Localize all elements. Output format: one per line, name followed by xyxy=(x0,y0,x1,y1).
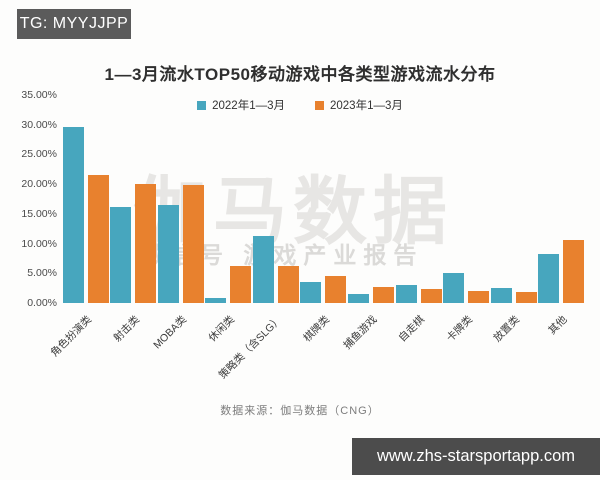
bar-2022年1—3月-卡牌类 xyxy=(443,272,465,303)
x-axis-label-11: 其他 xyxy=(546,313,570,337)
bar-2023年1—3月-放置类 xyxy=(515,291,537,303)
bar-group-3 xyxy=(157,95,205,303)
x-axis-label-6: 棋牌类 xyxy=(301,313,333,345)
bar-2022年1—3月-放置类 xyxy=(490,288,512,303)
bar-2023年1—3月-MOBA类 xyxy=(182,184,204,303)
bar-2023年1—3月-自走棋 xyxy=(420,288,442,303)
bar-2023年1—3月-策略类（含SLG） xyxy=(277,265,299,303)
bar-2022年1—3月-棋牌类 xyxy=(300,282,322,303)
x-axis-label-1: 角色扮演类 xyxy=(48,313,95,360)
website-badge: www.zhs-starsportapp.com xyxy=(352,438,600,475)
bar-group-7 xyxy=(347,95,395,303)
bar-group-10 xyxy=(490,95,538,303)
y-tick-label: 15.00% xyxy=(21,207,57,220)
chart-legend: 2022年1—3月 2023年1—3月 xyxy=(0,97,600,113)
bar-group-2 xyxy=(110,95,158,303)
y-tick-label: 35.00% xyxy=(21,89,57,101)
bar-2022年1—3月-自走棋 xyxy=(395,285,417,303)
x-axis-label-2: 射击类 xyxy=(111,313,142,345)
legend-label-2023: 2023年1—3月 xyxy=(330,100,403,112)
bar-2023年1—3月-休闲类 xyxy=(230,265,252,303)
x-axis-label-8: 自走棋 xyxy=(396,313,428,345)
data-source-note: 数据来源：伽马数据（CNG） xyxy=(220,405,380,417)
x-axis-label-10: 放置类 xyxy=(491,313,523,345)
bar-2022年1—3月-休闲类 xyxy=(205,298,227,303)
bar-group-1 xyxy=(62,95,110,303)
bar-2023年1—3月-角色扮演类 xyxy=(87,174,109,303)
bar-2023年1—3月-捕鱼游戏 xyxy=(373,286,395,303)
bar-2022年1—3月-MOBA类 xyxy=(157,204,179,303)
x-axis-label-9: 卡牌类 xyxy=(443,313,475,345)
bar-group-9 xyxy=(442,95,490,303)
y-tick-label: 0.00% xyxy=(27,297,57,309)
bar-2022年1—3月-射击类 xyxy=(110,206,132,303)
legend-item-2022: 2022年1—3月 xyxy=(197,97,285,113)
y-tick-label: 5.00% xyxy=(27,267,57,280)
legend-swatch-2022 xyxy=(197,100,207,110)
chart-title: 1—3月流水TOP50移动游戏中各类型游戏流水分布 xyxy=(104,65,496,84)
bar-group-4 xyxy=(205,95,253,303)
bar-group-6 xyxy=(300,95,348,303)
telegram-badge: TG: MYYJJPP xyxy=(17,9,131,39)
bar-group-8 xyxy=(395,95,443,303)
x-axis-label-4: 休闲类 xyxy=(206,313,238,345)
legend-swatch-2023 xyxy=(315,100,324,110)
bar-2022年1—3月-捕鱼游戏 xyxy=(348,294,370,303)
y-tick-label: 25.00% xyxy=(21,148,57,161)
bar-2022年1—3月-策略类（含SLG） xyxy=(252,235,274,303)
bar-2023年1—3月-射击类 xyxy=(135,183,157,303)
bar-2022年1—3月-其他 xyxy=(538,253,560,303)
bar-group-11 xyxy=(537,95,585,303)
bar-2023年1—3月-卡牌类 xyxy=(468,291,490,303)
legend-label-2022: 2022年1—3月 xyxy=(212,100,285,112)
y-tick-label: 20.00% xyxy=(21,178,57,191)
x-axis-label-7: 捕鱼游戏 xyxy=(341,313,380,352)
bar-group-5 xyxy=(252,95,300,303)
bar-2023年1—3月-其他 xyxy=(563,240,585,303)
x-axis-label-3: MOBA类 xyxy=(151,313,190,352)
y-tick-label: 10.00% xyxy=(21,237,57,250)
legend-item-2023: 2023年1—3月 xyxy=(315,97,403,113)
bar-2022年1—3月-角色扮演类 xyxy=(62,127,84,303)
bar-2023年1—3月-棋牌类 xyxy=(325,275,347,303)
y-tick-label: 30.00% xyxy=(21,118,57,131)
